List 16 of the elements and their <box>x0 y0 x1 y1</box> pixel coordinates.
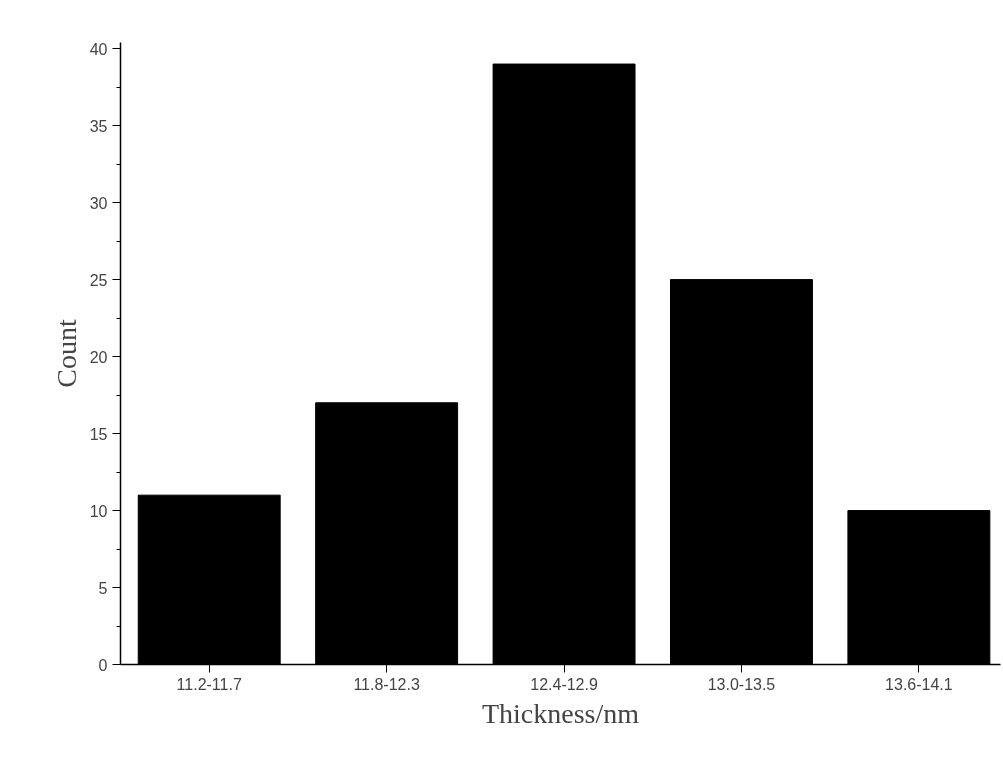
y-tick-label: 25 <box>89 271 108 289</box>
y-tick-label: 30 <box>89 194 108 212</box>
x-tick-label: 11.8-12.3 <box>353 675 420 693</box>
y-tick-label: 20 <box>89 348 108 366</box>
y-tick-label: 0 <box>98 656 108 674</box>
x-tick-label: 13.0-13.5 <box>707 675 776 693</box>
y-tick-label: 15 <box>89 425 108 443</box>
x-tick-label: 11.2-11.7 <box>176 675 242 693</box>
y-tick-label: 35 <box>89 117 108 135</box>
x-tick-label: 12.4-12.9 <box>530 675 598 693</box>
x-axis-title: Thickness/nm <box>481 697 640 729</box>
y-tick-label: 40 <box>89 40 108 58</box>
y-tick-label: 5 <box>98 579 108 597</box>
x-tick-label: 13.6-14.1 <box>885 675 953 693</box>
y-axis-title: Count <box>50 319 82 388</box>
y-tick-label: 10 <box>89 502 108 520</box>
